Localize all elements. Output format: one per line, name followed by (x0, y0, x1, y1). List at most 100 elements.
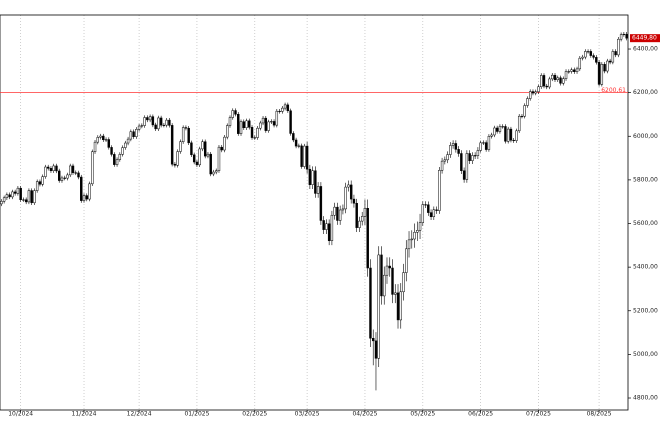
candle (322, 216, 325, 234)
candle (60, 175, 64, 183)
candle (41, 174, 44, 187)
candle (96, 135, 99, 145)
candle-body (248, 120, 251, 128)
candle (16, 185, 20, 196)
candle-body (501, 126, 504, 128)
candle-body (418, 222, 422, 231)
candle-body (385, 265, 389, 276)
candle (476, 147, 480, 159)
candle-body (559, 77, 562, 84)
candle (545, 83, 548, 90)
candle-body (11, 191, 14, 198)
candle-body (435, 209, 438, 211)
candle-body (33, 190, 36, 204)
candle-body (223, 136, 226, 151)
candle-body (545, 85, 548, 88)
candle (267, 119, 270, 133)
candle-body (220, 146, 223, 151)
candle-body (468, 153, 471, 161)
candle-body (360, 216, 364, 222)
candle (209, 151, 212, 177)
candle-body (24, 199, 28, 203)
candle-body (567, 71, 570, 73)
candle (440, 157, 444, 174)
x-tick-label: 02/2025 (242, 411, 267, 418)
candle-body (311, 170, 314, 185)
candle (570, 67, 573, 74)
candle (416, 221, 419, 241)
candle (465, 150, 469, 183)
candle-body (614, 51, 617, 56)
candle (272, 119, 276, 128)
candle (264, 115, 268, 133)
candle-body (498, 126, 502, 132)
candle (162, 122, 166, 128)
candle (181, 125, 185, 144)
candle (614, 49, 617, 58)
candle-body (573, 69, 576, 72)
candle-body (534, 91, 537, 94)
candle-body (347, 184, 350, 188)
candle (471, 152, 474, 164)
candle-body (504, 126, 507, 142)
candle (118, 152, 122, 162)
candle-body (305, 145, 309, 170)
candle (275, 109, 279, 128)
candle (410, 230, 413, 249)
candle-body (380, 254, 383, 297)
candle (300, 143, 303, 169)
candle (394, 284, 397, 304)
candle (157, 115, 160, 132)
candle (333, 202, 336, 220)
candle (195, 159, 199, 168)
candle (192, 152, 196, 165)
candle (377, 246, 380, 368)
candle-body (330, 214, 334, 241)
candle-body (358, 220, 361, 228)
candle (592, 53, 595, 60)
candle (234, 108, 237, 117)
candle (611, 49, 615, 65)
candle (305, 141, 309, 174)
candle-body (41, 176, 44, 185)
candle-body (462, 170, 466, 180)
candle-body (363, 207, 367, 217)
candle (484, 140, 488, 152)
candle-body (391, 267, 394, 295)
candle (319, 182, 323, 225)
candle-body (322, 220, 325, 230)
candle-body (424, 204, 427, 206)
candle-body (212, 171, 215, 175)
candle-body (253, 137, 256, 139)
candle (427, 201, 430, 216)
candle-body (80, 176, 83, 201)
candle-body (625, 33, 628, 39)
candle (487, 134, 491, 152)
y-tick-label: 6200,00 (633, 89, 658, 96)
candle (421, 201, 425, 226)
candle-body (165, 119, 168, 126)
candle (253, 135, 256, 140)
candle-body (104, 139, 108, 141)
candle (438, 167, 441, 214)
candle (49, 166, 53, 173)
candle-body (203, 141, 207, 157)
candle (77, 170, 80, 180)
candle-body (256, 127, 259, 138)
candle (479, 140, 482, 153)
candle-body (35, 181, 39, 191)
candle-body (132, 131, 135, 137)
candle-body (383, 274, 386, 297)
candle-body (170, 125, 174, 165)
candle (531, 89, 535, 96)
candle-body (575, 68, 579, 72)
candle-body (457, 149, 460, 154)
candle (297, 143, 301, 149)
candle-body (63, 177, 66, 179)
candle-body (506, 128, 510, 142)
candle (597, 60, 601, 87)
candle-body (402, 272, 405, 293)
y-tick-label: 4800,00 (633, 395, 658, 402)
candle (498, 124, 502, 134)
